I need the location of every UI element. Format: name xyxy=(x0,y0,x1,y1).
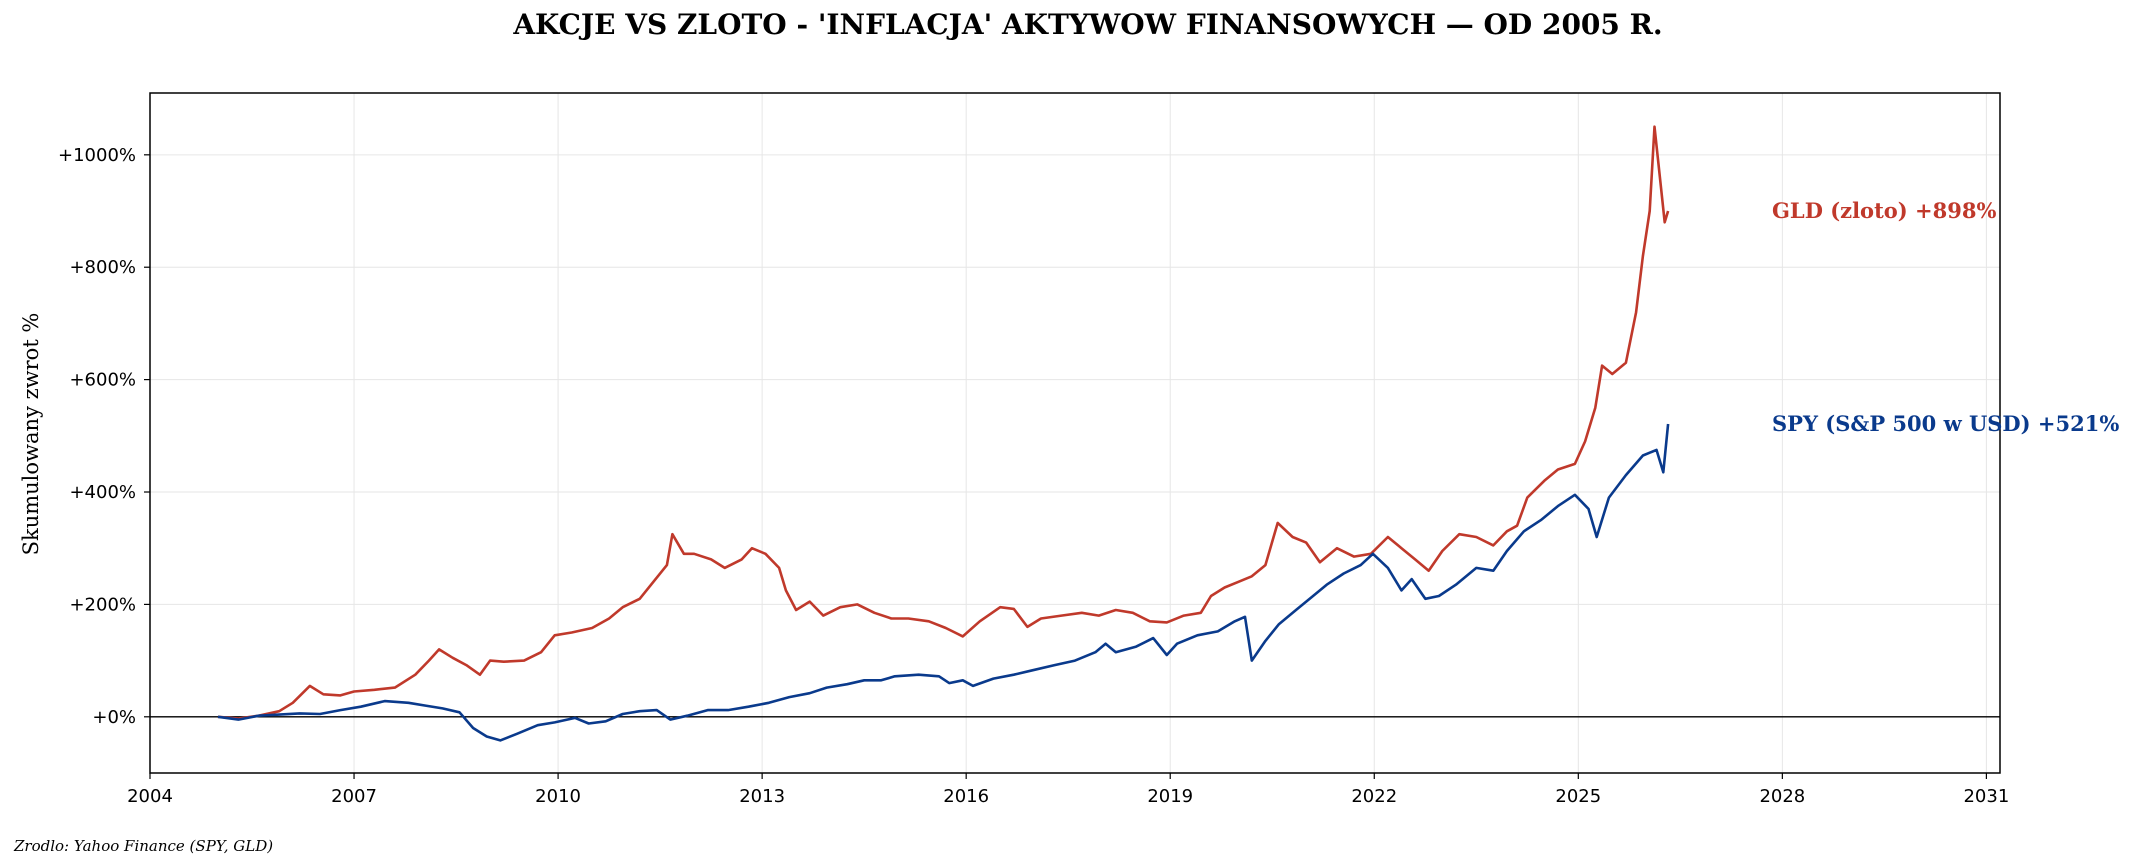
y-tick-label: +400% xyxy=(69,482,136,503)
y-axis-label: Skumulowany zwrot % xyxy=(19,313,43,556)
y-axis-ticks: +0% +200% +400% +600% +800% +1000% xyxy=(58,145,150,728)
x-tick-label: 2019 xyxy=(1147,786,1193,807)
x-tick-label: 2031 xyxy=(1963,786,2009,807)
x-tick-label: 2004 xyxy=(127,786,173,807)
plot-frame xyxy=(149,92,2001,774)
x-axis-ticks: 2004 2007 2010 2013 2016 2019 2022 2025 2028 2031 xyxy=(127,773,2009,807)
x-tick-label: 2013 xyxy=(739,786,785,807)
x-tick-label: 2025 xyxy=(1555,786,1601,807)
y-tick-label: +600% xyxy=(69,370,136,391)
gridlines xyxy=(149,93,2000,773)
y-tick-label: +800% xyxy=(69,257,136,278)
series-line-1 xyxy=(217,423,1670,742)
series-line-0 xyxy=(217,125,1670,720)
y-tick-label: +0% xyxy=(92,707,136,728)
chart-title: AKCJE VS ZLOTO - 'INFLACJA' AKTYWOW FINA… xyxy=(512,8,1662,41)
y-tick-label: +1000% xyxy=(58,145,136,166)
x-tick-label: 2010 xyxy=(535,786,581,807)
x-tick-label: 2016 xyxy=(943,786,989,807)
series-end-label-0: GLD (zloto) +898% xyxy=(1772,198,1996,223)
x-tick-label: 2022 xyxy=(1351,786,1397,807)
y-tick-label: +200% xyxy=(69,594,136,615)
series-end-label-1: SPY (S&P 500 w USD) +521% xyxy=(1772,411,2119,436)
source-note: Zrodlo: Yahoo Finance (SPY, GLD) xyxy=(13,837,273,855)
series-end-labels: GLD (zloto) +898% SPY (S&P 500 w USD) +52… xyxy=(1772,198,2119,436)
series-lines xyxy=(217,125,1670,742)
x-tick-label: 2007 xyxy=(331,786,377,807)
x-tick-label: 2028 xyxy=(1759,786,1805,807)
